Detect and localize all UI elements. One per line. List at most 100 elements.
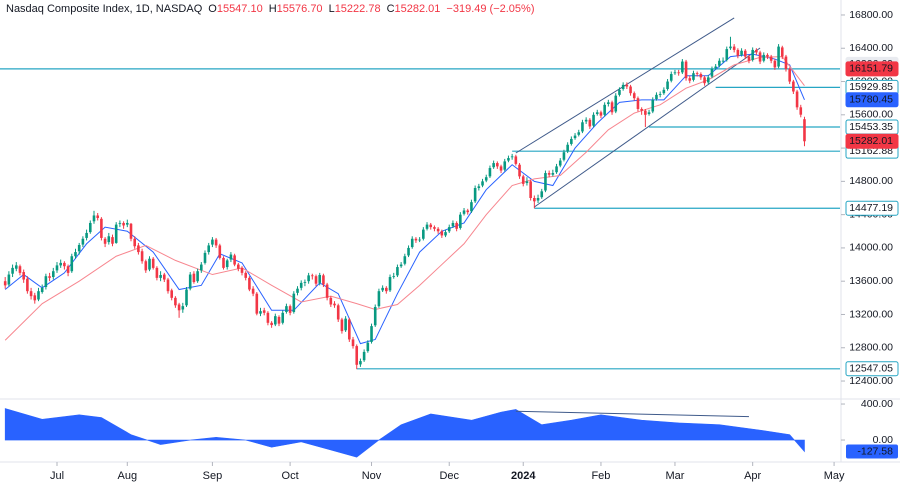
candle-body (414, 238, 418, 241)
candle-body (177, 304, 181, 311)
candle-body (607, 102, 610, 104)
candle-body (244, 272, 248, 278)
ohlc-value: 15547.10 (217, 3, 263, 15)
candle-body (33, 295, 37, 301)
candle-body (625, 84, 629, 87)
candle-body (107, 236, 111, 243)
candle-body (348, 319, 351, 340)
candle-body (26, 278, 29, 292)
candle-body (392, 276, 396, 278)
candle-body (399, 264, 403, 267)
candle-body (792, 81, 795, 92)
candle-body (203, 252, 207, 263)
candle-body (137, 245, 140, 253)
candle-body (77, 245, 81, 252)
candle-body (481, 181, 484, 186)
candle-body (270, 322, 273, 326)
candle-body (100, 218, 103, 238)
x-tick-label: Dec (439, 470, 459, 482)
x-tick-label: Mar (665, 470, 684, 482)
candle-body (81, 238, 85, 245)
candle-body (340, 319, 344, 332)
candle-body (725, 49, 729, 60)
oscillator-tick-label: 0.00 (873, 434, 894, 446)
candle-body (14, 265, 18, 269)
candle-body (218, 245, 222, 258)
candle-body (558, 160, 562, 166)
candle-body (403, 256, 407, 264)
candle-body (351, 339, 355, 347)
level-label: 16151.79 (849, 63, 893, 75)
candle-body (762, 54, 766, 61)
oscillator-trendline (515, 410, 749, 418)
y-tick-label: 13200.00 (849, 308, 893, 320)
y-tick-label: 14800.00 (849, 175, 893, 187)
level-box (845, 200, 899, 216)
x-tick-label: Apr (744, 470, 761, 482)
candle-body (385, 287, 388, 292)
candle-body (492, 163, 495, 168)
candle-body (577, 132, 581, 135)
candle-body (603, 104, 606, 115)
candle-body (251, 288, 255, 294)
y-tick-label: 16400.00 (849, 42, 893, 54)
candle-body (18, 266, 22, 273)
candle-body (488, 168, 492, 177)
candle-body (63, 262, 66, 267)
oscillator-value-label: -127.58 (857, 445, 893, 457)
candle-body (129, 223, 133, 239)
level-label: 15453.35 (849, 121, 893, 133)
candle-body (706, 77, 710, 83)
candle-body (684, 61, 688, 79)
candle-body (151, 258, 155, 268)
candle-body (566, 144, 569, 152)
candle-body (307, 275, 310, 282)
ma-value-box (845, 92, 899, 108)
candle-body (751, 49, 754, 60)
y-tick-label: 16800.00 (849, 9, 893, 21)
x-tick-label: Sep (203, 470, 223, 482)
candle-body (777, 46, 780, 67)
candle-body (555, 166, 558, 173)
oscillator-tick-label: 400.00 (861, 398, 893, 410)
candle-body (447, 227, 451, 232)
candle-body (610, 102, 614, 113)
candle-body (740, 50, 743, 55)
candle-body (636, 98, 640, 109)
candle-body (521, 176, 525, 184)
candle-body (666, 81, 669, 90)
candle-body (614, 95, 618, 112)
candle-body (803, 119, 806, 142)
candle-body (632, 93, 636, 99)
candle-body (544, 173, 547, 191)
candle-body (296, 288, 299, 293)
candle-body (185, 289, 188, 306)
candle-body (547, 173, 551, 175)
ohlc-value: 15222.78 (335, 3, 381, 15)
candle-body (74, 252, 77, 257)
moving-average (4, 56, 805, 341)
candle-body (266, 312, 270, 323)
candle-body (88, 222, 92, 233)
candle-body (388, 277, 392, 291)
candle-body (277, 316, 281, 324)
candle-body (422, 229, 425, 239)
candle-body (714, 66, 717, 69)
candle-body (155, 267, 159, 278)
x-tick-label: Oct (282, 470, 299, 482)
candle-body (48, 276, 51, 278)
candle-body (743, 50, 747, 57)
candle-body (507, 158, 510, 161)
candle-body (344, 318, 347, 331)
candle-body (325, 284, 329, 298)
candle-body (755, 49, 758, 53)
candle-body (192, 273, 196, 283)
candle-body (718, 60, 721, 66)
candle-body (644, 110, 647, 115)
ohlc-value: 15282.01 (395, 3, 441, 15)
x-tick-label: Aug (118, 470, 138, 482)
candle-body (196, 271, 199, 282)
y-tick-label: 12800.00 (849, 342, 893, 354)
candle-body (540, 191, 544, 198)
